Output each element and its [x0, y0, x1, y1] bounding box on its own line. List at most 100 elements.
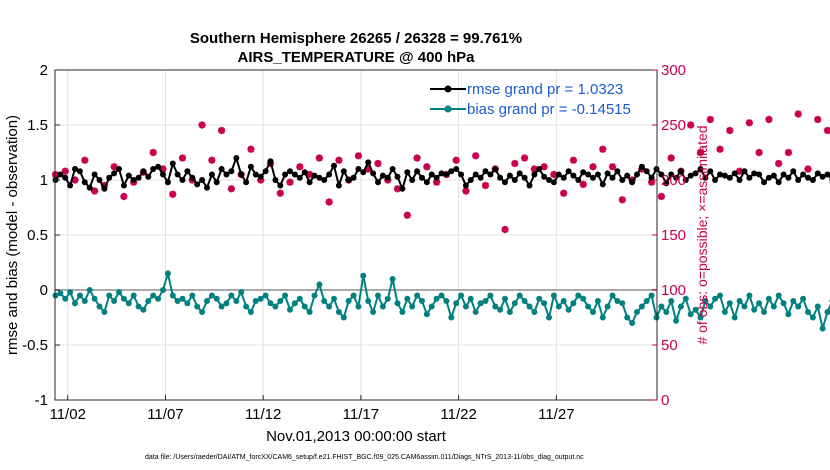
obs-star-mark: [755, 148, 763, 157]
rmse-point: [399, 185, 406, 192]
rmse-point: [370, 170, 377, 177]
rmse-point: [565, 168, 572, 175]
obs-point: [755, 148, 763, 157]
bias-point: [174, 298, 181, 304]
obs-point: [726, 126, 734, 135]
obs-star-mark: [716, 145, 724, 153]
obs-point: [745, 119, 753, 127]
bias-series: [52, 269, 830, 332]
obs-point: [81, 156, 89, 164]
obs-point: [540, 163, 548, 171]
obs-point: [589, 163, 597, 171]
rmse-point: [506, 172, 513, 179]
rmse-point: [331, 162, 337, 169]
bias-point: [355, 303, 362, 310]
rmse-point: [511, 177, 518, 183]
bias-point: [379, 303, 386, 310]
obs-star-mark: [433, 178, 441, 186]
bias-point: [565, 306, 572, 313]
bias-point: [570, 300, 577, 307]
obs-point: [276, 189, 284, 197]
bias-point: [135, 303, 142, 310]
obs-star-mark: [550, 170, 558, 179]
rmse-point: [746, 174, 753, 181]
x-axis-label: Nov.01,2013 00:00:00 start: [266, 428, 447, 445]
obs-star-mark: [296, 163, 304, 171]
bias-point: [677, 303, 684, 310]
bias-point: [634, 309, 640, 315]
rmse-point: [72, 166, 78, 172]
bias-point: [433, 295, 440, 302]
bias-point: [272, 303, 279, 310]
bias-point: [702, 298, 709, 304]
bias-point: [770, 303, 777, 310]
rmse-point: [814, 170, 821, 177]
x-tick-label: 11/17: [343, 406, 379, 423]
bias-point: [609, 292, 616, 299]
obs-point: [618, 196, 626, 204]
obs-star-mark: [784, 148, 793, 157]
obs-star-mark: [61, 167, 69, 175]
obs-star-mark: [315, 154, 323, 162]
rmse-point: [770, 172, 777, 179]
bias-point: [521, 298, 528, 304]
rmse-point: [780, 171, 787, 178]
obs-point: [648, 178, 656, 186]
obs-point: [775, 159, 783, 168]
obs-star-mark: [560, 189, 568, 197]
bias-point: [526, 303, 533, 310]
rmse-point: [756, 171, 763, 178]
bias-point: [795, 303, 802, 310]
bias-point: [506, 309, 513, 315]
bias-point: [707, 303, 714, 310]
obs-star-mark: [276, 189, 284, 197]
obs-star-mark: [687, 121, 695, 129]
y-left-tick-label: 0.5: [27, 227, 48, 244]
obs-star-mark: [159, 165, 167, 173]
rmse-point: [150, 166, 157, 172]
rmse-point: [76, 168, 83, 175]
rmse-point: [96, 177, 103, 183]
obs-star-mark: [726, 126, 734, 135]
rmse-point: [458, 171, 465, 178]
rmse-point: [658, 171, 665, 178]
bias-point: [805, 309, 811, 315]
rmse-point: [164, 179, 171, 186]
bias-point: [116, 289, 122, 296]
rmse-point: [531, 171, 538, 178]
obs-star-mark: [501, 225, 509, 234]
rmse-point: [692, 170, 699, 177]
obs-star-mark: [305, 170, 314, 179]
rmse-point: [321, 177, 328, 183]
rmse-point: [448, 168, 455, 175]
rmse-point: [560, 174, 567, 181]
rmse-point: [790, 168, 797, 175]
obs-star-mark: [120, 192, 128, 201]
rmse-point: [140, 168, 147, 175]
obs-star-mark: [413, 154, 421, 162]
bias-point: [756, 300, 763, 307]
obs-star-mark: [765, 115, 773, 124]
rmse-point: [604, 170, 611, 177]
obs-star-mark: [823, 126, 830, 135]
bias-point: [453, 300, 460, 307]
rmse-point: [316, 174, 323, 181]
rmse-point: [453, 166, 460, 172]
rmse-point: [404, 169, 411, 176]
obs-point: [403, 211, 411, 219]
rmse-point: [805, 174, 811, 181]
obs-star-mark: [403, 211, 411, 219]
bias-point: [575, 292, 582, 299]
obs-star-mark: [775, 159, 783, 168]
rmse-point: [585, 171, 592, 178]
rmse-point: [233, 155, 240, 161]
rmse-point: [135, 174, 142, 181]
obs-star-mark: [169, 190, 177, 198]
rmse-point: [594, 171, 601, 178]
obs-point: [110, 163, 118, 171]
bias-point: [296, 295, 303, 302]
obs-star-mark: [599, 145, 607, 153]
bias-point: [497, 306, 504, 313]
bias-point: [189, 292, 196, 299]
